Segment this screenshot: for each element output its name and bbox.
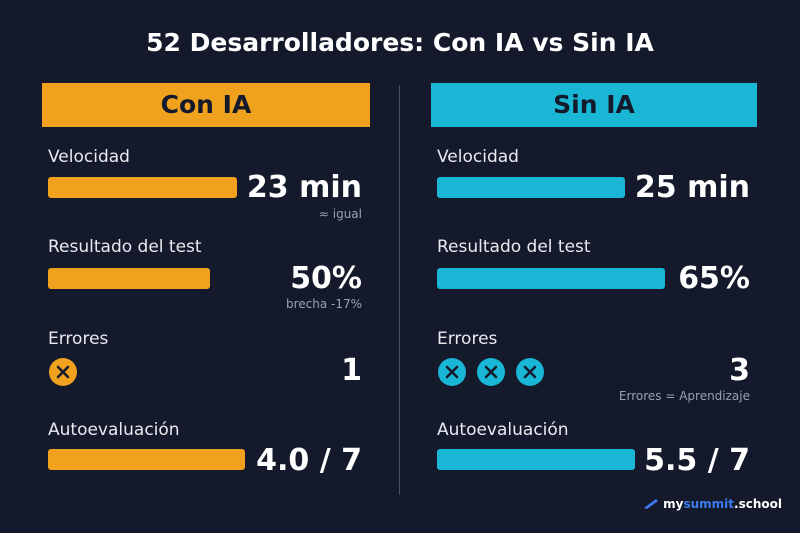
- bar: [48, 177, 237, 198]
- panel-header: Con IA: [42, 83, 370, 127]
- metric-value: 50%: [290, 261, 362, 296]
- bar: [48, 449, 245, 470]
- metric-value: 25 min: [634, 170, 750, 205]
- metric-label: Errores: [48, 329, 109, 349]
- bar: [437, 177, 625, 198]
- brand: mysummit.school: [643, 497, 782, 511]
- metric-note: Errores = Aprendizaje: [618, 389, 750, 403]
- metric-label: Errores: [437, 329, 498, 349]
- metric-label: Velocidad: [437, 147, 519, 167]
- bar: [437, 268, 665, 289]
- brand-part: my: [663, 497, 684, 511]
- metric-note: brecha -17%: [285, 297, 362, 311]
- divider: [399, 85, 400, 495]
- title: 52 Desarrolladores: Con IA vs Sin IA: [146, 28, 654, 57]
- error-icons: [49, 358, 77, 386]
- metric-value: 5.5 / 7: [644, 443, 750, 478]
- metric-label: Velocidad: [48, 147, 130, 167]
- brand-icon: [643, 499, 658, 509]
- metric-value: 4.0 / 7: [256, 443, 362, 478]
- brand-part: .school: [734, 497, 782, 511]
- brand-part: summit: [683, 497, 735, 511]
- metric-value: 23 min: [246, 170, 362, 205]
- panel-header: Sin IA: [431, 83, 757, 127]
- metric-label: Autoevaluación: [48, 420, 180, 440]
- metric-value: 3: [729, 353, 750, 388]
- metric-label: Resultado del test: [48, 237, 202, 257]
- metric-label: Resultado del test: [437, 237, 591, 257]
- metric-value: 1: [341, 353, 362, 388]
- metric-value: 65%: [678, 261, 750, 296]
- bar: [48, 268, 210, 289]
- error-icons: [438, 358, 544, 386]
- metric-label: Autoevaluación: [437, 420, 569, 440]
- bar: [437, 449, 635, 470]
- metric-note: ≈ igual: [318, 207, 362, 221]
